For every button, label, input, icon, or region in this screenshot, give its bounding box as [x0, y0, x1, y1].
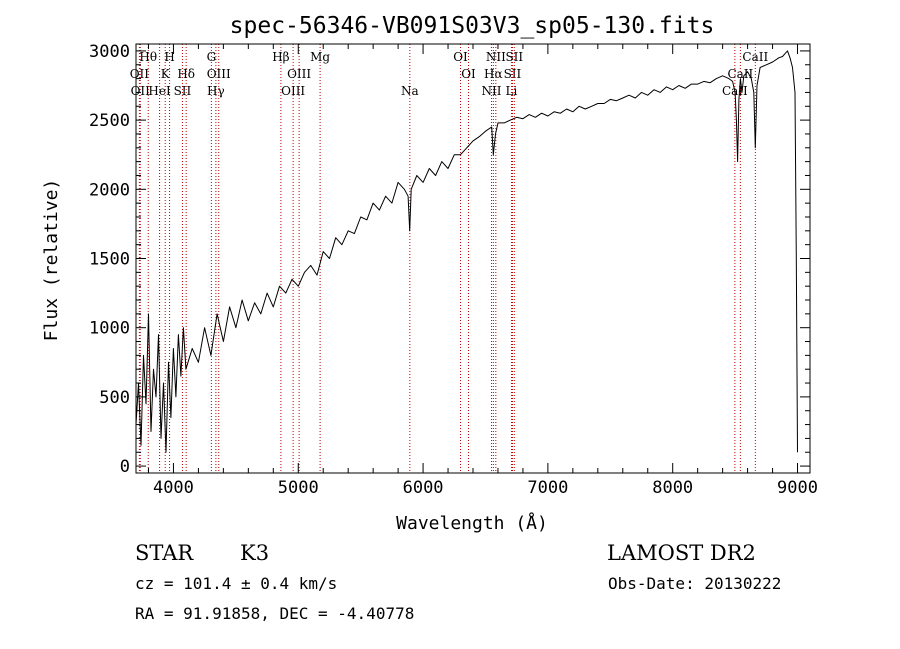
- observation-date: Obs-Date: 20130222: [608, 574, 781, 593]
- x-tick-label-1: 5000: [278, 478, 319, 498]
- line-label-25: CaII: [727, 67, 753, 81]
- line-label-17: OI: [461, 67, 476, 81]
- line-label-13: OIII: [287, 67, 311, 81]
- line-label-11: Hβ: [272, 50, 289, 64]
- line-label-0: OII: [130, 67, 150, 81]
- y-axis-label: Flux (relative): [41, 179, 62, 342]
- x-tick-label-4: 8000: [652, 478, 693, 498]
- y-tick-label-3: 1500: [89, 250, 130, 270]
- line-label-4: K: [161, 67, 171, 81]
- y-tick-label-4: 2000: [89, 180, 130, 200]
- line-label-1: OII: [131, 84, 151, 98]
- y-tick-label-5: 2500: [89, 111, 130, 131]
- y-tick-label-0: 0: [120, 457, 130, 477]
- coordinates-readout: RA = 91.91858, DEC = -4.40778: [135, 604, 414, 623]
- chart-title: spec-56346-VB091S03V3_sp05-130.fits: [230, 13, 715, 39]
- line-label-21: Li: [506, 84, 518, 98]
- line-label-22: SII: [504, 67, 522, 81]
- y-tick-label-1: 500: [99, 388, 130, 408]
- x-axis-label: Wavelength (Å): [396, 512, 548, 534]
- line-label-8: G: [207, 50, 217, 64]
- line-label-20: NII: [486, 50, 506, 64]
- x-tick-label-2: 6000: [403, 478, 444, 498]
- line-label-12: OIII: [281, 84, 305, 98]
- object-subclass: K3: [240, 541, 269, 565]
- x-tick-label-5: 9000: [777, 478, 818, 498]
- line-label-26: CaII: [742, 50, 768, 64]
- x-tick-label-0: 4000: [153, 478, 194, 498]
- spectrum-series: [135, 50, 798, 453]
- line-label-2: Hθ: [139, 50, 157, 64]
- x-tick-label-3: 7000: [527, 478, 568, 498]
- axes-ticks: 4000 5000 6000 7000 8000 9000 0 500 1000 1500 2000…: [89, 42, 818, 498]
- line-label-3: HeI: [148, 84, 171, 98]
- line-label-10: OIII: [207, 67, 231, 81]
- object-class: STAR: [135, 541, 194, 565]
- redshift-readout: cz = 101.4 ± 0.4 km/s: [135, 574, 337, 593]
- line-label-18: NII: [481, 84, 501, 98]
- plot-area: [135, 43, 811, 474]
- y-tick-label-6: 3000: [89, 42, 130, 62]
- survey-name: LAMOST DR2: [607, 541, 756, 565]
- line-label-15: Na: [401, 84, 419, 98]
- line-label-7: Hδ: [177, 67, 195, 81]
- line-label-19: Hα: [484, 67, 503, 81]
- line-label-16: OI: [453, 50, 468, 64]
- spectral-line-markers: OII OII Hθ HeI KH SII Hδ G Hγ OIII Hβ OIII OIII Mg Na O…: [130, 44, 768, 473]
- y-tick-label-2: 1000: [89, 319, 130, 339]
- line-label-23: SII: [505, 50, 523, 64]
- line-label-14: Mg: [310, 50, 330, 64]
- line-label-6: SII: [174, 84, 192, 98]
- line-label-9: Hγ: [207, 84, 225, 98]
- line-label-5: H: [164, 50, 174, 64]
- plot-frame: [135, 43, 811, 474]
